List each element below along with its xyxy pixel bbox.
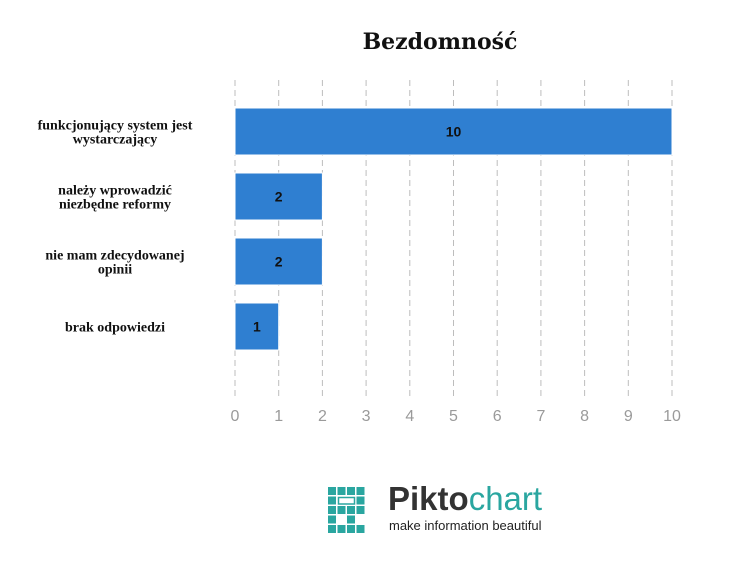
category-label: funkcjonujący system jest wystarczający — [38, 119, 193, 148]
chart-title: Bezdomność — [363, 29, 518, 55]
logo-square — [347, 487, 355, 495]
bar-value-label: 10 — [446, 124, 462, 140]
logo-square — [347, 525, 355, 533]
x-tick-label: 0 — [231, 408, 240, 425]
bar-value-label: 2 — [275, 189, 283, 205]
x-tick-label: 4 — [405, 408, 414, 425]
logo-word-chart: chart — [469, 480, 542, 517]
bar-value-label: 1 — [253, 319, 261, 335]
x-tick-label: 3 — [362, 408, 371, 425]
bar — [234, 302, 280, 351]
logo-square — [356, 496, 365, 505]
bar — [234, 107, 673, 156]
x-tick-label: 7 — [536, 408, 545, 425]
x-tick-label: 10 — [663, 408, 681, 425]
logo-square — [337, 487, 346, 495]
x-tick-label: 5 — [449, 408, 458, 425]
logo-square — [328, 487, 336, 495]
x-tick-label: 1 — [274, 408, 283, 425]
logo-square — [337, 506, 346, 514]
piktochart-logo: Piktochart make information beautiful — [328, 480, 542, 533]
logo-square — [328, 506, 336, 514]
logo-square — [356, 506, 365, 514]
x-tick-label: 6 — [493, 408, 502, 425]
logo-wordmark: Piktochart — [388, 480, 542, 517]
x-tick-label: 2 — [318, 408, 327, 425]
category-label: brak odpowiedzi — [65, 321, 165, 336]
bar-value-label: 2 — [275, 254, 283, 270]
logo-square — [347, 515, 355, 524]
bars: 10 2 2 1 — [234, 107, 673, 351]
bar — [234, 172, 323, 221]
logo-square — [328, 515, 336, 524]
logo-square — [337, 525, 346, 533]
bar — [234, 237, 323, 286]
x-tick-label: 8 — [580, 408, 589, 425]
piktochart-logo-icon — [328, 487, 365, 533]
x-axis-ticks: 0 1 2 3 4 5 6 7 8 9 10 — [231, 408, 681, 425]
category-label: należy wprowadzić niezbędne reformy — [58, 184, 172, 213]
logo-square — [328, 496, 336, 505]
logo-square — [337, 496, 356, 505]
logo-square — [347, 506, 355, 514]
logo-square — [356, 525, 365, 533]
x-tick-label: 9 — [624, 408, 633, 425]
category-labels: funkcjonujący system jest wystarczający na… — [38, 119, 193, 336]
logo-square — [328, 525, 336, 533]
logo-square — [356, 487, 365, 495]
logo-tagline: make information beautiful — [389, 518, 542, 533]
category-label: nie mam zdecydowanej opinii — [45, 249, 184, 278]
logo-word-pikto: Pikto — [388, 480, 469, 517]
